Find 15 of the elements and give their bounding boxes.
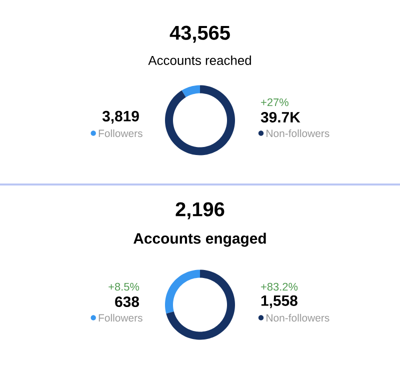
chart-subtitle: Accounts reached [148, 55, 251, 66]
legend-label: Non-followers [266, 314, 330, 322]
data-label: 1,558 [261, 295, 298, 308]
chart-title: 2,196 [176, 202, 224, 220]
legend-label: Followers [98, 314, 142, 322]
text: +8.5% [108, 282, 140, 291]
data-label: 3,819 [102, 110, 139, 124]
legend-label: Followers [98, 129, 142, 138]
legend-label: Non-followers [266, 129, 330, 138]
data-label: 638 [115, 296, 140, 308]
text: +27% [261, 98, 288, 106]
text: +83.2% [261, 282, 298, 291]
chart-title: 43,565 [170, 26, 230, 43]
chart-subtitle: Accounts engaged [134, 232, 266, 247]
data-label: 39.7K [260, 112, 300, 123]
